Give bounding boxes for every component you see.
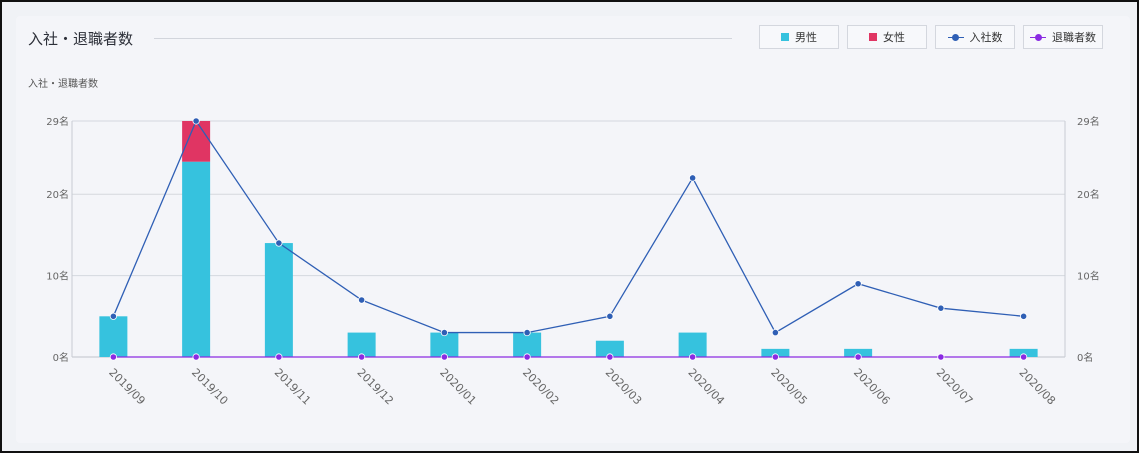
title-divider (154, 38, 732, 39)
line-hires (112, 119, 1024, 334)
legend-female-swatch (869, 33, 877, 41)
point-hires-2020/04 (689, 174, 697, 182)
x-tick-2020/03: 2020/03 (603, 366, 645, 408)
x-tick-2020/02: 2020/02 (520, 366, 562, 408)
bar-male-2020/02 (513, 332, 542, 357)
y-tick-right-2: 20名 (1077, 188, 1100, 201)
x-tick-2020/01: 2020/01 (437, 366, 479, 408)
point-leavers-2020/07 (937, 353, 945, 361)
point-leavers-2020/08 (1020, 353, 1028, 361)
x-tick-2020/05: 2020/05 (768, 366, 810, 408)
y-tick-left-0: 0名 (53, 351, 69, 364)
y-tick-left-2: 20名 (46, 188, 69, 201)
point-leavers-2020/04 (689, 353, 697, 361)
y-axis-title: 入社・退職者数 (28, 79, 98, 90)
x-tick-2020/04: 2020/04 (686, 366, 728, 408)
y-tick-right-3: 29名 (1077, 115, 1100, 128)
point-leavers-2019/09 (109, 353, 117, 361)
bar-male-2020/05 (761, 348, 790, 357)
y-tick-right-1: 10名 (1077, 270, 1100, 283)
x-tick-2019/10: 2019/10 (189, 366, 231, 408)
point-leavers-2020/01 (440, 353, 448, 361)
x-tick-2020/07: 2020/07 (934, 366, 976, 408)
x-tick-2020/06: 2020/06 (851, 366, 893, 408)
point-leavers-2019/12 (358, 353, 366, 361)
legend-leavers-line-icon (1030, 33, 1046, 41)
x-tick-2019/09: 2019/09 (106, 366, 148, 408)
legend-hires-line-icon (947, 33, 964, 41)
point-leavers-2019/11 (275, 353, 283, 361)
point-leavers-2020/03 (606, 353, 614, 361)
y-tick-left-1: 10名 (46, 270, 69, 283)
point-hires-2020/03 (606, 312, 614, 320)
point-hires-2019/11 (275, 239, 283, 247)
legend-item-male[interactable]: 男性 (759, 25, 839, 49)
bar-male-2020/04 (678, 332, 707, 357)
bar-male-2020/06 (844, 348, 873, 357)
point-hires-2019/12 (358, 296, 366, 304)
point-hires-2020/08 (1020, 312, 1028, 320)
legend-hires-label: 入社数 (969, 31, 1003, 44)
bar-male-2019/12 (347, 332, 376, 357)
point-hires-2020/07 (937, 304, 945, 312)
x-tick-2020/08: 2020/08 (1017, 366, 1059, 408)
point-hires-2019/10 (192, 117, 200, 125)
point-hires-2020/01 (440, 328, 448, 337)
bar-male-2020/01 (430, 332, 459, 357)
point-leavers-2019/10 (192, 353, 200, 361)
chart-title: 入社・退職者数 (28, 30, 134, 48)
legend-leavers-label: 退職者数 (1052, 31, 1096, 44)
x-tick-2019/12: 2019/12 (355, 366, 397, 408)
point-leavers-2020/02 (523, 353, 531, 361)
point-leavers-2020/05 (771, 353, 779, 361)
point-leavers-2020/06 (854, 353, 862, 361)
legend-male-swatch (781, 33, 789, 41)
point-hires-2020/05 (771, 328, 779, 337)
y-tick-left-3: 29名 (46, 115, 69, 128)
legend-item-female[interactable]: 女性 (847, 25, 927, 49)
legend-item-hires[interactable]: 入社数 (935, 25, 1015, 49)
legend-item-leavers[interactable]: 退職者数 (1023, 25, 1103, 49)
legend-female-label: 女性 (883, 31, 905, 44)
x-tick-2019/11: 2019/11 (272, 366, 314, 408)
bar-male-2019/10 (182, 161, 211, 357)
bar-male-2020/03 (595, 340, 624, 357)
point-hires-2020/02 (523, 328, 531, 337)
bar-female-2019/10 (182, 121, 211, 162)
bar-male-2020/08 (1009, 348, 1038, 357)
y-tick-right-0: 0名 (1077, 351, 1093, 364)
point-hires-2019/09 (109, 312, 117, 320)
bar-male-2019/11 (264, 243, 293, 357)
legend-male-label: 男性 (795, 31, 817, 44)
bar-male-2019/09 (99, 316, 128, 357)
point-hires-2020/06 (854, 280, 862, 288)
